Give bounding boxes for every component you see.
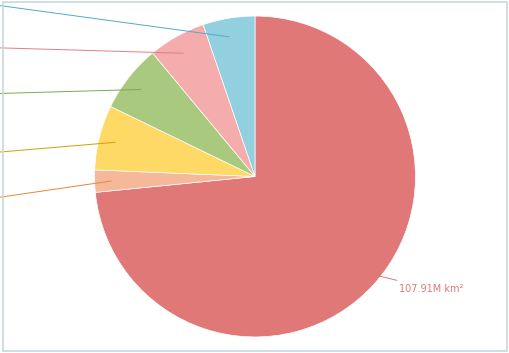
Text: 3.29M km²: 3.29M km² — [0, 181, 111, 217]
Wedge shape — [95, 16, 415, 337]
Text: 8.51M km²: 8.51M km² — [0, 40, 183, 53]
Text: 9.98M km²: 9.98M km² — [0, 89, 141, 101]
Wedge shape — [110, 53, 255, 176]
Text: 107.91M km²: 107.91M km² — [362, 272, 463, 294]
Wedge shape — [95, 107, 254, 176]
Text: 7.69M km²: 7.69M km² — [0, 0, 229, 37]
Wedge shape — [152, 25, 254, 176]
Wedge shape — [94, 170, 254, 192]
Text: 9.60M km²: 9.60M km² — [0, 142, 115, 166]
Wedge shape — [203, 16, 254, 176]
